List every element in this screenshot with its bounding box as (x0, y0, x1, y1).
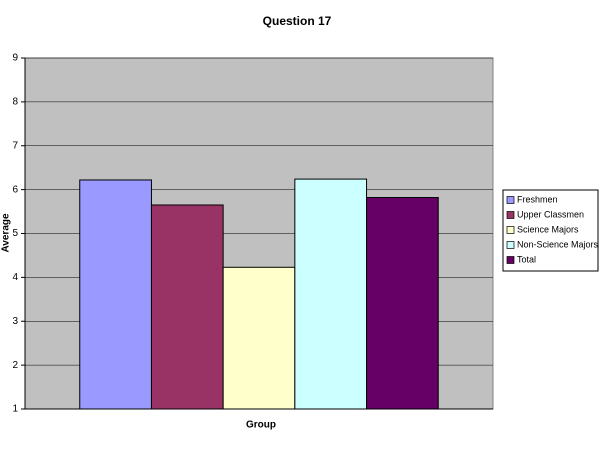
y-tick-label: 8 (12, 97, 18, 108)
legend-swatch (506, 241, 515, 249)
x-axis-label: Group (246, 420, 276, 431)
y-axis-label: Average (1, 213, 12, 253)
y-tick-label: 2 (12, 360, 18, 371)
bar (79, 179, 152, 410)
y-tick-label: 3 (12, 316, 18, 327)
legend-label: Upper Classmen (517, 209, 584, 219)
legend-label: Freshmen (517, 194, 558, 204)
legend-label: Non-Science Majors (517, 239, 599, 249)
bar (294, 178, 368, 410)
y-tick-label: 5 (12, 228, 18, 239)
chart-title: Question 17 (263, 14, 332, 28)
legend-swatch (506, 211, 515, 219)
y-tick-label: 9 (12, 53, 18, 64)
legend-swatch (506, 196, 515, 204)
bar (150, 204, 224, 410)
legend-label: Science Majors (517, 224, 579, 234)
bar (222, 266, 296, 410)
legend-label: Total (517, 254, 536, 264)
y-tick-label: 4 (12, 272, 18, 283)
y-tick-label: 7 (12, 140, 18, 151)
y-tick-label: 6 (12, 184, 18, 195)
y-tick-label: 1 (12, 404, 18, 415)
legend-swatch (506, 226, 515, 234)
legend-box (502, 189, 599, 272)
bar (366, 197, 439, 410)
legend-swatch (506, 256, 515, 264)
